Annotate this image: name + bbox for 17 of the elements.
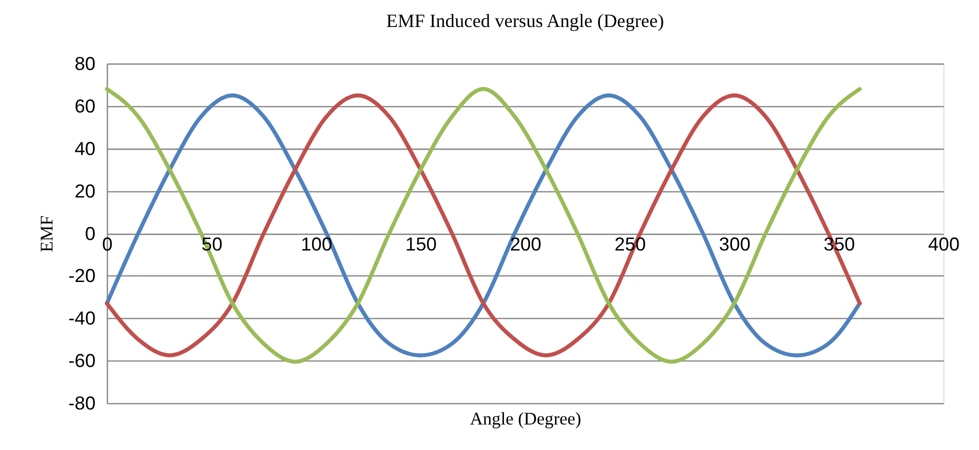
x-tick-label: 200	[510, 234, 542, 255]
y-tick-label: -80	[68, 392, 96, 414]
y-tick-label: -20	[68, 265, 96, 286]
x-tick-label: 100	[300, 234, 332, 255]
x-tick-label: 400	[928, 234, 960, 255]
y-tick-label: 80	[74, 53, 96, 74]
y-tick-label: 40	[74, 138, 96, 159]
x-tick-label: 150	[405, 234, 437, 255]
y-tick-label: 20	[74, 180, 96, 202]
x-tick-label: 300	[719, 234, 750, 255]
y-tick-label: -60	[68, 350, 96, 372]
x-tick-label: 0	[102, 234, 113, 255]
x-axis-title: Angle (Degree)	[470, 408, 582, 428]
chart-title: EMF Induced versus Angle (Degree)	[386, 10, 664, 32]
y-tick-label: 60	[74, 95, 96, 116]
y-axis-title: EMF	[36, 215, 57, 252]
y-tick-label: -40	[68, 308, 96, 329]
